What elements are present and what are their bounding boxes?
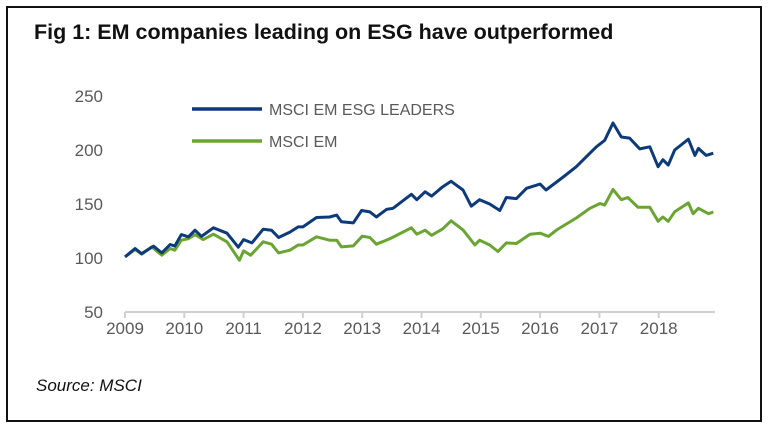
y-axis: 50 100 150 200 250	[75, 87, 103, 322]
x-tick-label: 2017	[580, 319, 618, 338]
x-tick-label: 2013	[343, 319, 381, 338]
series-line-msci-em	[124, 187, 714, 262]
x-tick-label: 2016	[521, 319, 559, 338]
x-axis: 2009 2010 2011 2012 2013 2014 2015 2016 2017 2018	[106, 311, 715, 338]
legend-label: MSCI EM ESG LEADERS	[269, 102, 455, 119]
series-lines	[124, 121, 714, 262]
series-line-esg-leaders	[124, 121, 714, 259]
x-tick-label: 2010	[165, 319, 203, 338]
chart-source: Source: MSCI	[36, 376, 142, 395]
y-tick-label: 100	[75, 249, 103, 268]
x-tick-label: 2015	[462, 319, 500, 338]
figure-frame	[6, 6, 762, 422]
legend-label: MSCI EM	[269, 134, 337, 151]
x-tick-label: 2014	[403, 319, 441, 338]
chart-title: Fig 1: EM companies leading on ESG have …	[34, 20, 614, 44]
y-tick-label: 50	[84, 303, 103, 322]
y-tick-label: 150	[75, 195, 103, 214]
legend: MSCI EM ESG LEADERS MSCI EM	[192, 102, 455, 151]
x-tick-label: 2011	[225, 319, 262, 338]
y-tick-label: 250	[75, 87, 103, 106]
x-tick-label: 2012	[284, 319, 322, 338]
y-tick-label: 200	[75, 141, 103, 160]
x-tick-label: 2009	[106, 319, 144, 338]
x-tick-label: 2018	[640, 319, 678, 338]
